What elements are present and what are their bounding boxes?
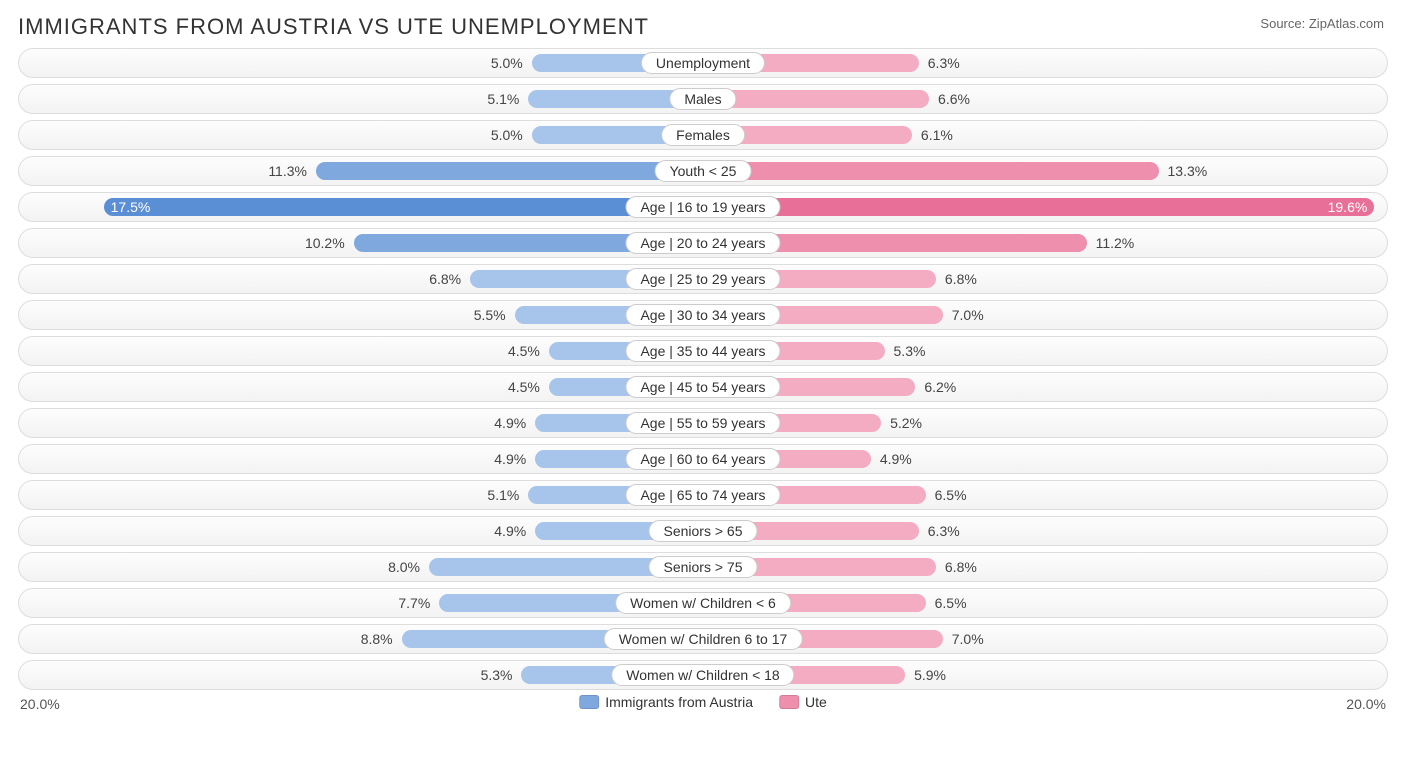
value-right: 6.5% [935,487,967,503]
chart-area: 5.0% 6.3% Unemployment 5.1% 6.6% Males 5.0% 6.1… [18,48,1388,708]
value-right: 6.1% [921,127,953,143]
chart-row: 5.0% 6.1% Females [18,120,1388,150]
value-left: 4.9% [494,415,526,431]
chart-row: 4.5% 6.2% Age | 45 to 54 years [18,372,1388,402]
value-left: 8.0% [388,559,420,575]
chart-row: 5.5% 7.0% Age | 30 to 34 years [18,300,1388,330]
row-label-pill: Age | 65 to 74 years [625,484,780,506]
row-label-pill: Age | 45 to 54 years [625,376,780,398]
value-right: 5.2% [890,415,922,431]
value-left: 5.1% [487,91,519,107]
chart-row: 5.0% 6.3% Unemployment [18,48,1388,78]
chart-row: 17.5% 19.6% Age | 16 to 19 years [18,192,1388,222]
chart-row: 6.8% 6.8% Age | 25 to 29 years [18,264,1388,294]
value-right: 6.8% [945,271,977,287]
value-left: 17.5% [111,199,151,215]
value-right: 13.3% [1168,163,1208,179]
row-label-pill: Females [661,124,745,146]
value-right: 6.5% [935,595,967,611]
bar-left [316,162,703,180]
value-left: 11.3% [268,163,307,179]
legend-label-left: Immigrants from Austria [605,694,753,710]
value-left: 4.5% [508,379,540,395]
value-left: 4.5% [508,343,540,359]
row-label-pill: Women w/ Children < 18 [611,664,794,686]
row-label-pill: Age | 30 to 34 years [625,304,780,326]
value-left: 5.3% [481,667,513,683]
value-left: 5.1% [487,487,519,503]
value-left: 4.9% [494,451,526,467]
chart-row: 5.3% 5.9% Women w/ Children < 18 [18,660,1388,690]
source-name: ZipAtlas.com [1309,16,1384,31]
value-right: 6.3% [928,523,960,539]
row-label-pill: Youth < 25 [655,160,752,182]
legend: Immigrants from Austria Ute [579,694,827,710]
value-right: 4.9% [880,451,912,467]
bar-right [703,162,1159,180]
chart-row: 11.3% 13.3% Youth < 25 [18,156,1388,186]
legend-swatch-right [779,695,799,709]
value-left: 8.8% [361,631,393,647]
source-attribution: Source: ZipAtlas.com [1260,16,1384,31]
row-label-pill: Age | 55 to 59 years [625,412,780,434]
legend-swatch-left [579,695,599,709]
chart-row: 4.9% 4.9% Age | 60 to 64 years [18,444,1388,474]
source-label: Source: [1260,16,1305,31]
value-right: 6.8% [945,559,977,575]
bar-right [703,198,1374,216]
chart-title: IMMIGRANTS FROM AUSTRIA VS UTE UNEMPLOYM… [18,14,1388,40]
value-left: 5.5% [474,307,506,323]
chart-row: 4.9% 6.3% Seniors > 65 [18,516,1388,546]
row-label-pill: Women w/ Children 6 to 17 [604,628,803,650]
row-label-pill: Age | 20 to 24 years [625,232,780,254]
value-left: 4.9% [494,523,526,539]
value-right: 5.9% [914,667,946,683]
row-label-pill: Unemployment [641,52,765,74]
chart-row: 8.8% 7.0% Women w/ Children 6 to 17 [18,624,1388,654]
value-left: 10.2% [305,235,345,251]
value-left: 5.0% [491,55,523,71]
value-left: 7.7% [398,595,430,611]
chart-row: 7.7% 6.5% Women w/ Children < 6 [18,588,1388,618]
row-label-pill: Age | 16 to 19 years [625,196,780,218]
value-right: 7.0% [952,631,984,647]
value-right: 6.3% [928,55,960,71]
value-right: 11.2% [1096,235,1135,251]
axis-right-max: 20.0% [1346,696,1386,712]
legend-label-right: Ute [805,694,827,710]
row-label-pill: Age | 60 to 64 years [625,448,780,470]
value-left: 6.8% [429,271,461,287]
legend-item-right: Ute [779,694,827,710]
chart-row: 4.9% 5.2% Age | 55 to 59 years [18,408,1388,438]
bar-right [703,90,929,108]
value-left: 5.0% [491,127,523,143]
bar-left [104,198,703,216]
chart-row: 5.1% 6.5% Age | 65 to 74 years [18,480,1388,510]
value-right: 7.0% [952,307,984,323]
chart-row: 8.0% 6.8% Seniors > 75 [18,552,1388,582]
row-label-pill: Males [669,88,736,110]
row-label-pill: Seniors > 75 [649,556,758,578]
chart-rows: 5.0% 6.3% Unemployment 5.1% 6.6% Males 5.0% 6.1… [18,48,1388,690]
chart-row: 10.2% 11.2% Age | 20 to 24 years [18,228,1388,258]
value-right: 6.2% [924,379,956,395]
legend-item-left: Immigrants from Austria [579,694,753,710]
axis-left-max: 20.0% [20,696,60,712]
chart-row: 4.5% 5.3% Age | 35 to 44 years [18,336,1388,366]
row-label-pill: Age | 35 to 44 years [625,340,780,362]
row-label-pill: Women w/ Children < 6 [615,592,791,614]
value-right: 5.3% [894,343,926,359]
row-label-pill: Age | 25 to 29 years [625,268,780,290]
value-right: 19.6% [1328,199,1368,215]
value-right: 6.6% [938,91,970,107]
chart-row: 5.1% 6.6% Males [18,84,1388,114]
row-label-pill: Seniors > 65 [649,520,758,542]
